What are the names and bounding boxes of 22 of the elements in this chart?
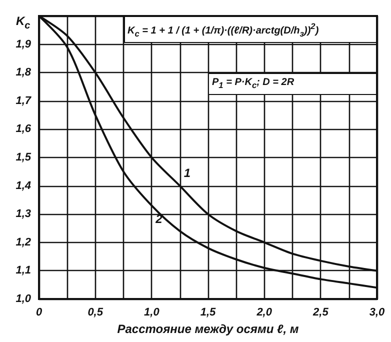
y-axis-title: K$_{c}$ [16,14,30,32]
x-tick-label: 0 [36,306,43,318]
formula-box: P$_{1}$ = P·K$_{c}$; D = 2R [208,72,377,95]
y-tick-label: 1,3 [16,208,31,220]
x-tick-label: 1,0 [144,306,160,318]
y-tick-label: 1,2 [16,236,31,248]
annotation: 1 [184,166,191,180]
x-tick-label: 0,5 [88,306,104,318]
x-tick-label: 3,0 [369,306,386,318]
x-tick-label: 1,5 [200,306,217,318]
x-axis-title: Расстояние между осями ℓ, м [117,322,299,336]
x-tick-label: 2,5 [312,306,330,318]
y-tick-label: 1,4 [16,180,31,192]
y-tick-label: 1,7 [16,94,32,107]
x-tick-label: 2,0 [256,306,273,318]
y-tick-label: 1,9 [16,38,32,50]
y-tick-label: 1,8 [16,66,32,79]
y-tick-label: 1,5 [16,152,32,164]
y-tick-label: 1,0 [16,293,32,305]
y-tick-label: 1,6 [16,123,32,136]
formula-box: K$_{c}$ = 1 + 1 / (1 + (1/π)·((ℓ/R)·arctg(D/h$_{з}$))$^{2}$) [124,16,377,44]
y-tick-label: 1,1 [16,264,31,277]
